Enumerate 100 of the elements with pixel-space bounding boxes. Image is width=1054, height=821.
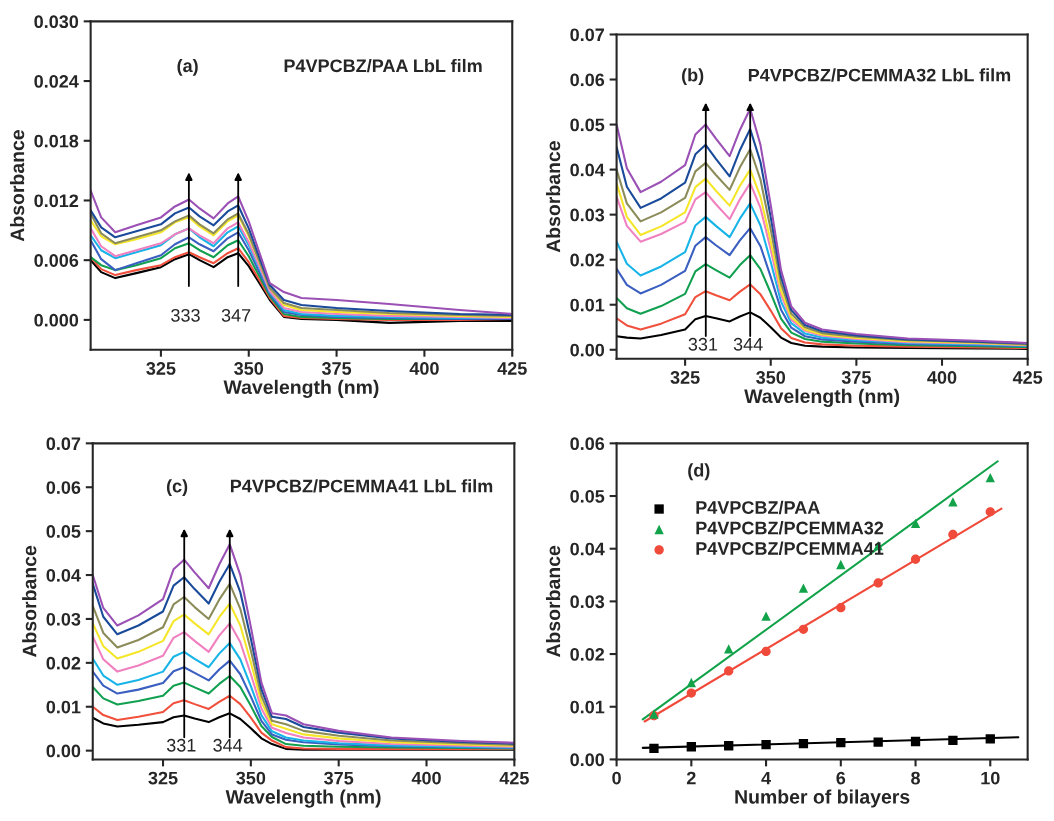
x-tick-label: 425 [497, 362, 527, 375]
y-tick-label: 0.02 [570, 648, 605, 661]
point [910, 736, 921, 747]
y-tick-label: 0.00 [570, 753, 605, 767]
point [873, 578, 883, 588]
y-axis-title: Absorbance [545, 545, 561, 658]
x-tick-label: 375 [841, 371, 871, 384]
annotation: (a) [177, 58, 198, 76]
x-tick-label: 375 [321, 362, 352, 375]
point [724, 666, 734, 676]
point [985, 472, 995, 483]
y-tick-label: 0.07 [46, 437, 81, 451]
point [761, 611, 771, 621]
point [686, 677, 696, 688]
point [985, 507, 995, 517]
point [948, 529, 958, 540]
point [873, 737, 883, 747]
x-tick-label: 350 [756, 371, 786, 384]
y-tick-label: 0.06 [46, 481, 81, 494]
y-tick-label: 0.024 [34, 74, 79, 88]
y-tick-label: 0.030 [34, 15, 79, 29]
annotation: (c) [166, 479, 188, 497]
annotation: P4VPCBZ/PCEMMA41 LbL film [230, 479, 493, 493]
annotation: (d) [688, 463, 710, 481]
line-series [616, 254, 1028, 349]
y-tick-label: 0.02 [570, 253, 605, 267]
y-tick-label: 0.01 [570, 700, 605, 714]
x-tick-label: 325 [148, 771, 178, 785]
point [798, 624, 809, 634]
point [910, 554, 921, 564]
y-tick-label: 0.05 [570, 118, 605, 132]
annotation: P4VPCBZ/PAA LbL film [284, 58, 482, 73]
y-tick-label: 0.04 [570, 542, 605, 556]
y-tick-label: 0.01 [570, 298, 605, 312]
legend-label: P4VPCBZ/PAA [696, 500, 820, 515]
point [910, 518, 921, 529]
point [686, 688, 696, 698]
point [761, 646, 771, 657]
y-tick-label: 0.03 [46, 612, 81, 626]
annotation: P4VPCBZ/PCEMMA32 LbL film [748, 68, 1011, 82]
annotation: 347 [221, 308, 251, 322]
annotation: 344 [733, 337, 763, 351]
point [836, 603, 846, 613]
point [985, 734, 995, 744]
x-tick-label: 425 [1012, 371, 1043, 384]
y-tick-label: 0.000 [34, 313, 79, 327]
point [649, 743, 659, 754]
annotation: 333 [171, 308, 200, 322]
x-tick-label: 400 [411, 771, 441, 785]
point [761, 740, 771, 750]
x-tick-label: 375 [324, 771, 354, 785]
y-tick-label: 0.01 [46, 700, 81, 714]
legend-label: P4VPCBZ/PCEMMA32 [696, 521, 884, 535]
y-tick-label: 0.012 [34, 194, 79, 208]
line-series [92, 694, 515, 750]
y-tick-label: 0.02 [46, 656, 81, 670]
y-axis-title: Absorbance [22, 545, 37, 658]
x-axis-title: Wavelength (nm) [744, 388, 900, 408]
annotation: 331 [688, 337, 718, 351]
annotation: 344 [213, 738, 243, 752]
x-tick-label: 400 [927, 371, 957, 384]
y-tick-label: 0.03 [570, 595, 605, 609]
point [836, 559, 846, 570]
point [798, 738, 809, 749]
x-tick-label: 6 [836, 771, 846, 785]
x-tick-label: 4 [761, 771, 771, 785]
x-tick-label: 2 [686, 771, 696, 785]
y-tick-label: 0.00 [46, 744, 81, 758]
point [836, 737, 846, 748]
y-tick-label: 0.05 [570, 489, 605, 503]
y-tick-label: 0.07 [570, 28, 604, 42]
y-tick-label: 0.006 [34, 254, 79, 267]
point [724, 741, 734, 751]
annotation: 331 [166, 738, 196, 752]
x-tick-label: 325 [146, 362, 176, 375]
point [686, 742, 696, 752]
x-tick-label: 350 [236, 771, 266, 785]
x-tick-label: 0 [612, 771, 621, 785]
x-tick-label: 8 [911, 771, 921, 785]
x-tick-label: 400 [409, 362, 439, 375]
y-axis-title: Absorbance [545, 141, 561, 253]
y-axis-title: Absorbance [9, 130, 25, 242]
x-axis-title: Number of bilayers [735, 789, 910, 808]
y-tick-label: 0.04 [46, 568, 81, 582]
y-tick-label: 0.04 [570, 163, 605, 177]
y-tick-label: 0.06 [570, 437, 605, 451]
x-tick-label: 350 [234, 362, 264, 375]
y-tick-label: 0.06 [570, 73, 605, 87]
y-tick-label: 0.00 [570, 343, 605, 357]
x-axis-title: Wavelength (nm) [223, 379, 379, 398]
x-tick-label: 325 [670, 371, 700, 384]
y-tick-label: 0.018 [34, 134, 79, 148]
y-tick-label: 0.03 [570, 208, 605, 222]
point [948, 735, 958, 746]
annotation: (b) [682, 68, 704, 86]
x-tick-label: 10 [981, 771, 1000, 785]
x-tick-label: 425 [499, 771, 529, 785]
point [948, 497, 958, 507]
point [798, 583, 809, 593]
x-axis-title: Wavelength (nm) [225, 789, 381, 808]
